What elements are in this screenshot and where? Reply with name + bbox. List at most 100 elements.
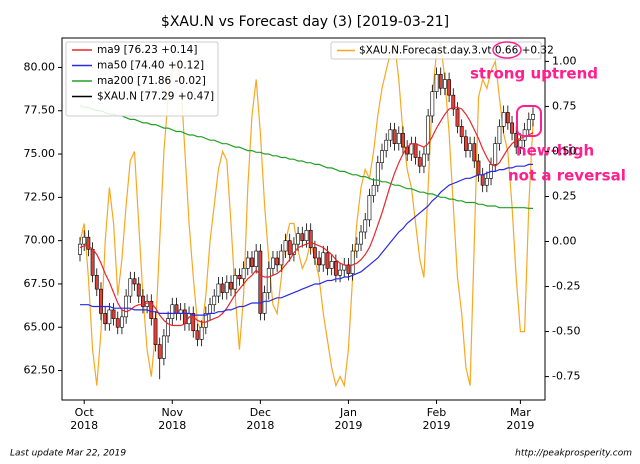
candle-body	[459, 126, 464, 138]
x-tick-label: Jan 2019	[334, 406, 363, 432]
plot-frame	[61, 37, 546, 401]
candle-body	[78, 243, 82, 255]
candle-body	[371, 184, 376, 196]
y-tick-label: 80.00	[24, 60, 56, 73]
footer-left: Last update Mar 22, 2019	[10, 449, 126, 459]
candle-body	[229, 281, 233, 290]
candle-body	[166, 318, 170, 337]
candle-body	[120, 316, 124, 328]
candle-body	[99, 288, 103, 314]
legend-label: ma9 [76.23 +0.14]	[97, 44, 197, 56]
candle-body	[346, 264, 351, 274]
annotation: not a reversal	[508, 167, 626, 185]
candle-body	[157, 344, 162, 359]
candle-body	[94, 274, 99, 290]
legend-label: ma50 [74.40 +0.12]	[97, 60, 204, 72]
y2-tick-label: -0.75	[552, 370, 580, 383]
candle-body	[279, 250, 284, 266]
candle-body	[212, 295, 217, 306]
candle-body	[149, 300, 154, 319]
candle-body	[384, 139, 389, 151]
y-tick-label: 65.00	[24, 320, 56, 333]
x-tick-label: Dec 2018	[246, 406, 275, 432]
candle-body	[350, 250, 355, 274]
candle-body	[141, 295, 145, 307]
legend-label: ma200 [71.86 -0.02]	[97, 75, 206, 87]
candle-body	[233, 274, 238, 290]
x-tick-label: Mar 2019	[506, 406, 535, 432]
y2-tick-label: -0.50	[552, 325, 580, 338]
candle-body	[220, 283, 225, 293]
legend-label: $XAU.N.Forecast.day.3.vt 0.66 +0.32	[359, 45, 554, 57]
candle-body	[526, 119, 531, 131]
annotation: new-high	[516, 142, 594, 160]
candle-body	[463, 136, 468, 151]
candle-body	[329, 261, 334, 269]
candle-body	[434, 74, 439, 92]
y-tick-label: 77.50	[24, 104, 56, 117]
y2-tick-label: 1.00	[552, 54, 577, 67]
candle-body	[396, 132, 401, 144]
candle-body	[275, 257, 280, 266]
candle-body	[111, 309, 116, 319]
y2-tick-label: -0.25	[552, 280, 580, 293]
annotation: strong uptrend	[470, 65, 598, 83]
y-tick-label: 72.50	[24, 190, 56, 203]
candle-body	[107, 309, 112, 325]
candle-body	[501, 112, 506, 127]
candle-body	[216, 283, 221, 297]
y-tick-label: 62.50	[24, 364, 56, 377]
candle-body	[480, 174, 485, 186]
x-tick-label: Feb 2019	[422, 406, 451, 432]
candle-body	[292, 243, 296, 255]
candle-body	[426, 115, 431, 155]
candle-body	[338, 269, 342, 276]
candle-body	[161, 335, 166, 359]
candle-body	[317, 257, 321, 266]
candle-body	[199, 326, 204, 340]
candle-body	[531, 114, 535, 120]
candle-body	[174, 304, 179, 314]
candle-body	[132, 278, 137, 285]
line-series	[79, 106, 534, 327]
candle-body	[325, 252, 330, 269]
footer-right: http://peakprosperity.com	[515, 449, 632, 459]
x-tick-label: Nov 2018	[158, 406, 187, 432]
candle-body	[413, 143, 418, 158]
candle-body	[447, 79, 452, 96]
candle-body	[321, 252, 326, 266]
candle-body	[304, 229, 309, 241]
y-tick-label: 75.00	[24, 147, 56, 160]
chart-title: $XAU.N vs Forecast day (3) [2019-03-21]	[161, 14, 449, 30]
candle-body	[401, 132, 405, 148]
candle-body	[191, 313, 196, 332]
y2-tick-label: 0.50	[552, 144, 577, 157]
y2-tick-label: 0.75	[552, 99, 577, 112]
candle-body	[354, 243, 359, 252]
candle-body	[476, 160, 481, 176]
candle-body	[170, 304, 175, 319]
candle-body	[128, 278, 133, 297]
x-tick-label: Oct 2018	[70, 406, 99, 432]
candle-body	[136, 283, 141, 297]
candle-body	[266, 268, 271, 293]
candle-body	[82, 236, 87, 245]
candle-body	[237, 274, 242, 280]
candle-body	[472, 143, 477, 162]
candle-body	[484, 177, 489, 186]
candle-body	[86, 236, 91, 250]
plot	[78, 41, 535, 388]
candle-body	[510, 122, 514, 134]
candle-body	[103, 313, 108, 325]
candle-body	[258, 250, 263, 314]
y2-tick-label: 0.00	[552, 235, 577, 248]
candle-body	[90, 249, 95, 276]
candle-body	[271, 257, 275, 269]
highlight-circle	[492, 41, 522, 59]
candle-body	[250, 257, 254, 267]
candle-body	[254, 250, 259, 267]
candle-body	[363, 219, 368, 233]
candle-body	[124, 295, 129, 318]
candle-body	[359, 231, 363, 245]
y-tick-label: 70.00	[24, 234, 56, 247]
